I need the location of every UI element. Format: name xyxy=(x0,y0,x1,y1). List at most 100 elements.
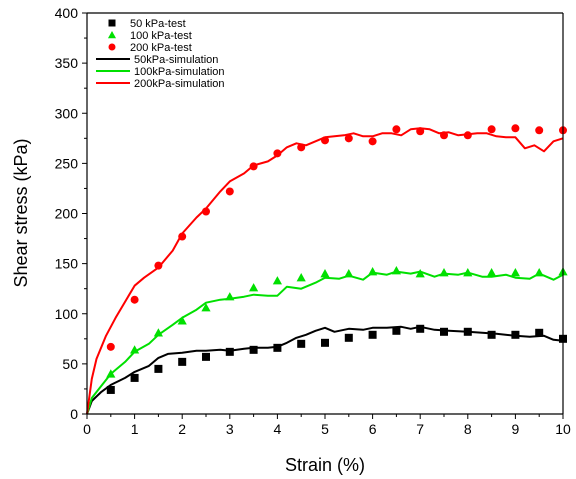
50-kpa-test-point xyxy=(392,326,401,335)
50kpa-simulation-line xyxy=(86,325,564,415)
x-tick-label: 9 xyxy=(512,421,520,437)
legend-marker xyxy=(107,30,117,39)
200-kpa-test-point xyxy=(535,126,544,135)
200-kpa-test-point xyxy=(463,131,472,140)
100-kpa-test-point xyxy=(344,269,354,278)
100-kpa-test-point xyxy=(368,267,378,276)
100-kpa-test-point xyxy=(272,276,282,285)
y-tick-label: 400 xyxy=(55,5,79,21)
100-kpa-test-point xyxy=(391,266,401,275)
50-kpa-test-point xyxy=(130,373,139,382)
y-tick-label: 150 xyxy=(55,256,79,272)
100-kpa-test-point xyxy=(153,328,163,337)
200-kpa-test-point xyxy=(440,131,448,140)
x-tick-label: 8 xyxy=(464,421,472,437)
50-kpa-test-point xyxy=(463,327,472,336)
50-kpa-test-point xyxy=(440,327,448,336)
y-tick-label: 300 xyxy=(55,105,79,121)
100-kpa-test-point xyxy=(510,268,520,277)
legend-marker xyxy=(108,19,116,27)
legend-entry-100-kpa-test: 100 kPa-test xyxy=(107,30,192,42)
x-tick-label: 1 xyxy=(131,421,139,437)
100-kpa-test-point xyxy=(296,273,306,282)
x-tick-label: 0 xyxy=(83,421,91,437)
x-tick-label: 6 xyxy=(369,421,377,437)
x-tick-label: 10 xyxy=(555,421,571,437)
100-kpa-test-point xyxy=(225,292,235,301)
50-kpa-test-point xyxy=(535,328,544,337)
200-kpa-test-point xyxy=(344,134,353,143)
200-kpa-test-point xyxy=(178,232,187,241)
50-kpa-test-point xyxy=(321,338,329,347)
y-tick-label: 350 xyxy=(55,55,79,71)
x-tick-label: 5 xyxy=(321,421,329,437)
50-kpa-test-point xyxy=(368,330,377,339)
200-kpa-test-point xyxy=(202,207,210,216)
legend-label: 200kPa-simulation xyxy=(134,78,225,90)
200-kpa-test-point xyxy=(392,125,401,134)
100-kpa-test-point xyxy=(249,283,259,292)
legend-label: 200 kPa-test xyxy=(130,42,192,54)
100-kpa-test-point xyxy=(534,268,544,277)
100-kpa-test-point xyxy=(106,369,116,378)
plot-area xyxy=(86,124,568,415)
legend-entry-50kpa-simulation: 50kPa-simulation xyxy=(96,54,218,66)
50-kpa-test-points xyxy=(106,324,567,394)
y-axis-title: Shear stress (kPa) xyxy=(11,138,31,287)
200-kpa-test-points xyxy=(106,124,567,351)
50-kpa-test-point xyxy=(154,364,163,373)
200-kpa-test-point xyxy=(273,149,282,158)
100-kpa-test-point xyxy=(320,269,330,278)
legend-marker xyxy=(108,43,116,51)
legend-entry-100kpa-simulation: 100kPa-simulation xyxy=(96,66,225,78)
200-kpa-test-point xyxy=(368,137,377,146)
50-kpa-test-point xyxy=(416,324,425,333)
50-kpa-test-point xyxy=(202,352,210,361)
200-kpa-test-point xyxy=(297,143,306,152)
100-kpa-test-point xyxy=(415,269,425,278)
x-axis-title: Strain (%) xyxy=(285,455,365,475)
legend-label: 50 kPa-test xyxy=(130,18,186,30)
200-kpa-test-point xyxy=(106,342,115,351)
50-kpa-test-point xyxy=(297,339,306,348)
legend-label: 50kPa-simulation xyxy=(134,54,218,66)
200-kpa-test-point xyxy=(130,295,139,304)
y-tick-label: 100 xyxy=(55,306,79,322)
x-tick-label: 2 xyxy=(178,421,186,437)
y-tick-label: 0 xyxy=(70,406,78,422)
50-kpa-test-point xyxy=(106,385,115,394)
200-kpa-test-point xyxy=(487,125,496,134)
100-kpa-test-point xyxy=(130,345,140,354)
100-kpa-test-points xyxy=(106,266,568,378)
200-kpa-test-point xyxy=(154,261,163,270)
legend-entry-200kpa-simulation: 200kPa-simulation xyxy=(96,78,225,90)
legend-entry-200-kpa-test: 200 kPa-test xyxy=(108,42,192,54)
50-kpa-test-point xyxy=(487,330,496,339)
50-kpa-test-point xyxy=(273,343,282,352)
100-kpa-test-point xyxy=(177,316,187,325)
100-kpa-test-point xyxy=(463,268,473,277)
200-kpa-test-point xyxy=(249,162,258,171)
y-tick-label: 250 xyxy=(55,155,79,171)
legend-label: 100 kPa-test xyxy=(130,30,192,42)
50-kpa-test-point xyxy=(178,357,187,366)
100-kpa-test-point xyxy=(439,268,449,277)
x-tick-label: 4 xyxy=(274,421,282,437)
y-tick-label: 50 xyxy=(62,356,78,372)
50-kpa-test-point xyxy=(249,345,258,354)
50-kpa-test-point xyxy=(344,333,353,342)
200-kpa-test-point xyxy=(511,124,520,133)
200-kpa-test-point xyxy=(225,187,234,196)
200-kpa-test-point xyxy=(416,127,425,136)
legend-label: 100kPa-simulation xyxy=(134,66,225,78)
200-kpa-test-point xyxy=(321,136,329,145)
50-kpa-test-point xyxy=(511,330,520,339)
100-kpa-test-point xyxy=(487,268,497,277)
100-kpa-test-point xyxy=(201,303,211,312)
x-tick-label: 7 xyxy=(416,421,424,437)
x-tick-label: 3 xyxy=(226,421,234,437)
y-tick-label: 200 xyxy=(55,206,79,222)
